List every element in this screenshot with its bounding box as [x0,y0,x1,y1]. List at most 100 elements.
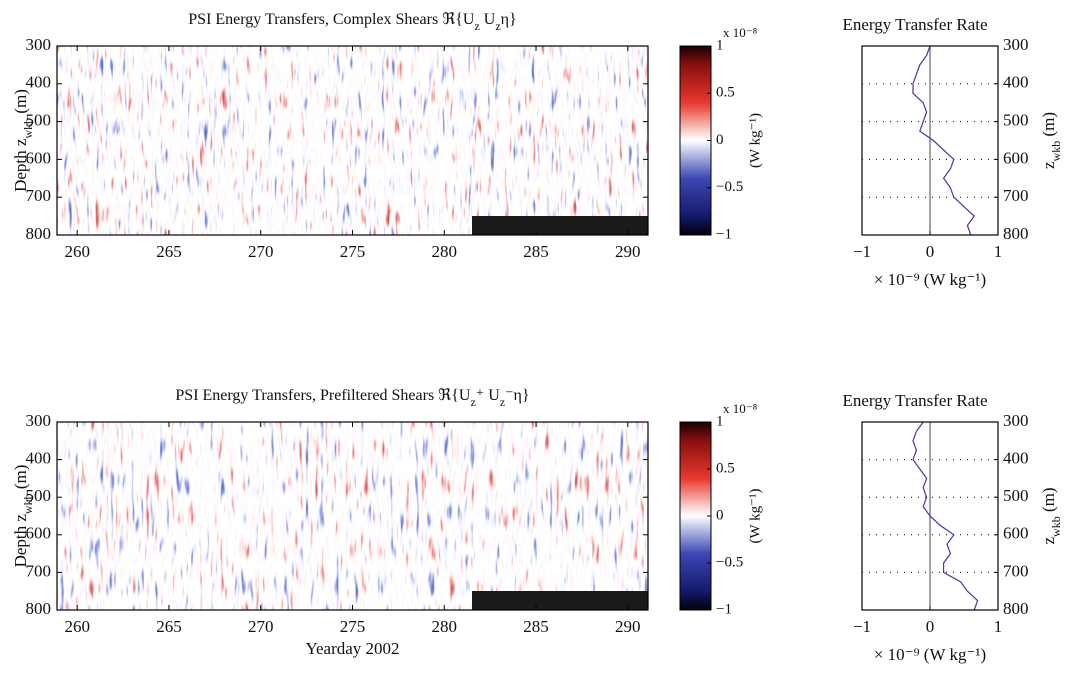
y-axis-label-part: Depth z [11,138,30,192]
x-tick-label: 280 [432,242,458,261]
y-axis-label-part: wkb [1049,141,1063,162]
y-tick-label: 600 [1003,148,1029,167]
y-tick-label: 500 [26,111,52,130]
x-tick-label: −1 [853,242,871,261]
y-tick-label: 600 [1003,524,1029,543]
colorbar-tick-label: 0 [716,132,724,148]
axes-box [861,421,999,611]
colorbar-tick-label: −1 [716,226,732,242]
y-tick-label: 400 [1003,449,1029,468]
y-tick-label: 700 [1003,186,1029,205]
colorbar-tick-label: 1 [716,37,724,53]
chart-title: Energy Transfer Rate [842,391,987,410]
y-tick-label: 400 [26,449,52,468]
y-tick-label: 500 [1003,486,1029,505]
x-tick-label: 0 [926,617,935,636]
x-tick-label: 270 [248,242,274,261]
colorbar-label: (W kg⁻¹) [747,488,763,543]
x-tick-label: 260 [64,242,90,261]
y-tick-label: 300 [26,35,52,54]
x-tick-label: 275 [340,617,366,636]
x-tick-label: 285 [523,242,549,261]
y-axis-label: Depth zwkb (m) [11,465,35,568]
chart-title-part: PSI Energy Transfers, Complex Shears ℜ{U [188,11,475,28]
x-tick-label: 260 [64,617,90,636]
colorbar-tick-label: 0 [716,507,724,523]
y-axis-label: zwkb (m) [1039,112,1063,169]
colorbar-label: (W kg⁻¹) [747,113,763,168]
y-axis-label-part: z [1039,161,1058,169]
colorbar-tick-label: −0.5 [716,554,743,570]
chart-title-part: η} [501,11,517,28]
chart-title: Energy Transfer Rate [842,15,987,34]
colorbar [679,45,712,236]
x-tick-label: 275 [340,242,366,261]
x-axis-label: × 10⁻⁹ (W kg⁻¹) [874,270,986,289]
y-tick-label: 300 [1003,411,1029,430]
y-tick-label: 700 [26,186,52,205]
profile-line [912,421,979,611]
y-axis-label-part: (m) [11,89,30,118]
y-axis-label-part: Depth z [11,514,30,568]
chart-title: PSI Energy Transfers, Complex Shears ℜ{U… [188,11,516,33]
x-tick-label: 265 [156,242,182,261]
colorbar-exponent: x 10⁻⁸ [723,25,758,40]
x-axis-label: Yearday 2002 [305,639,399,658]
colorbar-exponent: x 10⁻⁸ [723,401,758,416]
y-axis-label-part: wkb [21,493,35,514]
y-tick-label: 800 [1003,599,1029,618]
colorbar-tick-label: −0.5 [716,179,743,195]
x-tick-label: 280 [432,617,458,636]
x-tick-label: 1 [994,617,1003,636]
chart-title-part: z [474,19,479,33]
y-axis-label: zwkb (m) [1039,487,1063,544]
chart-title-part: ⁺ U [476,387,500,404]
y-tick-label: 600 [26,148,52,167]
x-tick-label: −1 [853,617,871,636]
colorbar-tick-label: −1 [716,601,732,617]
chart-title-part: z [500,395,505,409]
x-axis-label: × 10⁻⁹ (W kg⁻¹) [874,645,986,664]
y-axis-label-part: (m) [1039,112,1058,141]
x-tick-label: 290 [615,242,641,261]
y-tick-label: 500 [1003,111,1029,130]
y-axis-label: Depth zwkb (m) [11,89,35,192]
axes-box [861,45,999,236]
y-tick-label: 400 [1003,73,1029,92]
heatmap-field [57,46,648,235]
chart-title-part: z [495,19,500,33]
colorbar-tick-label: 0.5 [716,460,735,476]
y-axis-label-part: wkb [1049,516,1063,537]
y-axis-label-part: (m) [11,465,30,494]
y-tick-label: 300 [26,411,52,430]
y-axis-label-part: z [1039,537,1058,545]
y-axis-label-part: wkb [21,118,35,139]
x-tick-label: 285 [523,617,549,636]
no-data-region [472,216,648,235]
chart-title-part: PSI Energy Transfers, Prefiltered Shears… [175,387,470,404]
colorbar-tick-label: 0.5 [716,85,735,101]
profile-line [912,45,975,236]
x-tick-label: 270 [248,617,274,636]
y-tick-label: 400 [26,73,52,92]
colorbar [679,421,712,611]
y-tick-label: 600 [26,524,52,543]
y-axis-label-part: (m) [1039,487,1058,516]
y-tick-label: 700 [1003,561,1029,580]
x-tick-label: 290 [615,617,641,636]
axes-box [56,421,649,611]
x-tick-label: 1 [994,242,1003,261]
chart-title-part: U [480,11,496,28]
x-tick-label: 265 [156,617,182,636]
y-tick-label: 300 [1003,35,1029,54]
chart-title-part: z [470,395,475,409]
y-tick-label: 500 [26,486,52,505]
y-tick-label: 800 [26,224,52,243]
x-tick-label: 0 [926,242,935,261]
chart-title: PSI Energy Transfers, Prefiltered Shears… [175,387,529,409]
y-tick-label: 800 [1003,224,1029,243]
axes-box [56,45,649,236]
heatmap-field [57,422,648,610]
y-tick-label: 800 [26,599,52,618]
